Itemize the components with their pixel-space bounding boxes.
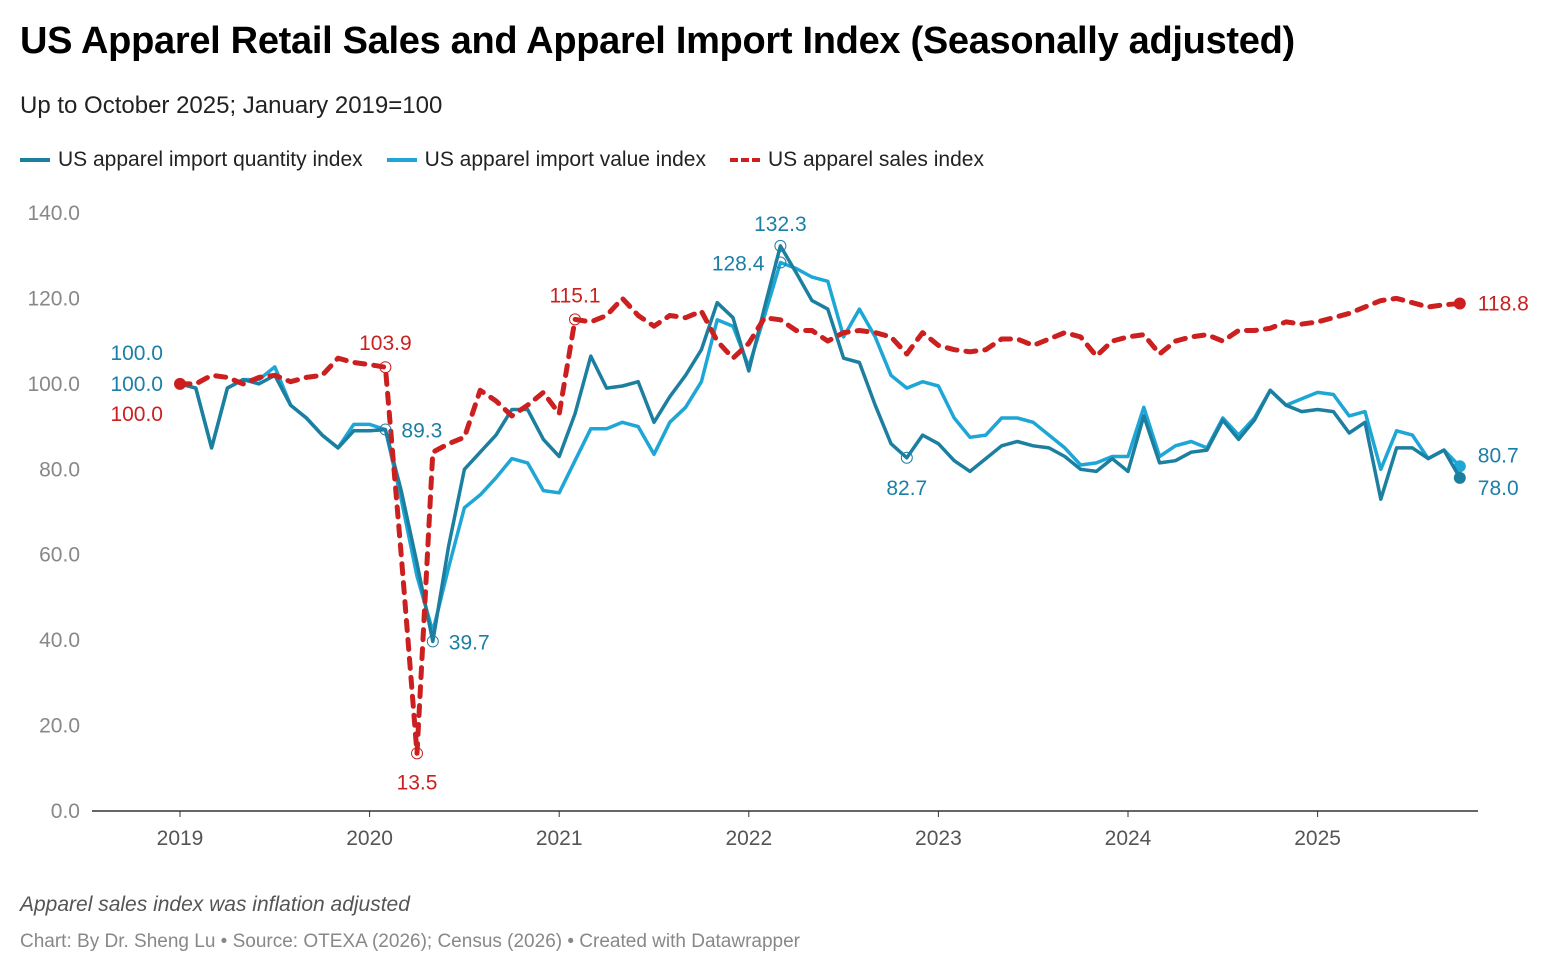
annotation-label-sales: 115.1 [550, 284, 601, 307]
y-tick-label: 140.0 [27, 202, 80, 225]
y-tick-label: 100.0 [27, 373, 80, 396]
chart-title: US Apparel Retail Sales and Apparel Impo… [20, 20, 1295, 62]
annotation-label-sales: 103.9 [359, 332, 412, 355]
annotation-marker [774, 256, 787, 269]
x-tick-label: 2021 [536, 827, 583, 850]
annotation-label-quantity: 100.0 [110, 342, 163, 365]
annotation-marker [774, 239, 787, 252]
y-tick-label: 20.0 [39, 715, 80, 738]
annotation-marker [900, 451, 913, 464]
x-tick-label: 2022 [725, 827, 772, 850]
annotation-marker [379, 361, 392, 374]
x-tick-label: 2020 [346, 827, 393, 850]
x-tick-label: 2025 [1294, 827, 1341, 850]
legend-swatch-value [386, 158, 417, 162]
annotation-marker [411, 747, 423, 760]
x-tick-label: 2024 [1105, 827, 1152, 850]
annotation-label-value: 128.4 [712, 253, 765, 276]
series-line-quantity [179, 244, 1462, 644]
annotation-label-sales: 13.5 [397, 771, 438, 794]
y-tick-label: 60.0 [39, 544, 80, 567]
legend-item-sales: US apparel sales index [730, 148, 984, 172]
chart-note: Apparel sales index was inflation adjust… [20, 893, 410, 916]
legend-label-quantity: US apparel import quantity index [58, 148, 363, 171]
legend-item-quantity: US apparel import quantity index [20, 148, 363, 172]
annotation-label-quantity: 39.7 [449, 631, 490, 654]
y-tick-label: 40.0 [39, 629, 80, 652]
annotation-label-value: 89.3 [401, 420, 442, 443]
y-tick-label: 120.0 [27, 287, 80, 310]
series-line-value [179, 260, 1462, 634]
series-line-sales [177, 295, 1463, 756]
annotation-label-value: 100.0 [110, 373, 163, 396]
end-point-quantity [1453, 471, 1466, 484]
annotation-label-quantity: 82.7 [886, 477, 927, 500]
annotation-label-sales: 100.0 [110, 403, 163, 426]
chart-subtitle: Up to October 2025; January 2019=100 [20, 92, 443, 119]
chart-source: Chart: By Dr. Sheng Lu • Source: OTEXA (… [20, 931, 801, 952]
start-point-sales [174, 377, 186, 390]
legend: US apparel import quantity index US appa… [20, 148, 984, 172]
annotation-label-quantity: 132.3 [754, 213, 807, 236]
x-tick-label: 2023 [915, 827, 962, 850]
annotation-label-quantity: 78.0 [1478, 477, 1519, 500]
y-tick-label: 0.0 [51, 800, 80, 823]
legend-item-value: US apparel import value index [386, 148, 706, 172]
annotation-label-value: 80.7 [1478, 444, 1519, 467]
annotation-marker [379, 423, 392, 436]
x-tick-label: 2019 [157, 827, 204, 850]
legend-label-sales: US apparel sales index [768, 148, 984, 171]
y-tick-label: 80.0 [39, 458, 80, 481]
legend-label-value: US apparel import value index [424, 148, 706, 171]
annotation-marker [569, 313, 581, 326]
annotation-label-sales: 118.8 [1478, 293, 1529, 316]
annotation-marker [426, 635, 439, 648]
legend-swatch-sales [730, 158, 760, 162]
end-point-sales [1453, 297, 1466, 310]
legend-swatch-quantity [20, 158, 50, 162]
